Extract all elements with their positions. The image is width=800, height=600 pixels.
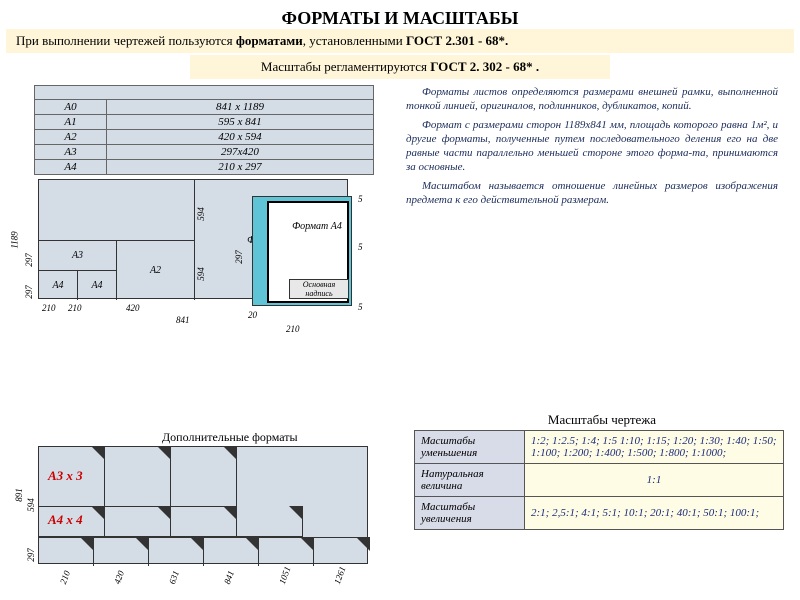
dim-label: 1189 [10,231,20,248]
gost-scales-line: Масштабы регламентируются ГОСТ 2. 302 - … [190,55,610,79]
a4-frame-diagram: Формат А4 Основная надпись 5 5 5 20 210 … [230,192,390,342]
dim-label: 297 [234,250,244,264]
dim-label: 297 [24,285,34,299]
paper-size-table: А0841 х 1189 А1595 х 841 А2420 х 594 А32… [34,85,374,175]
dim-label: 5 [358,242,363,252]
table-cell: Масштабы увеличения [415,497,525,530]
dim-label: 891 [14,488,24,502]
dim-label: 594 [196,207,206,221]
text: , установленными [303,33,406,48]
gost-formats-line: При выполнении чертежей пользуются форма… [6,29,794,53]
table-cell: 2:1; 2,5:1; 4:1; 5:1; 10:1; 20:1; 40:1; … [525,497,784,530]
dim-label: 210 [58,569,72,585]
dim-label: 594 [196,267,206,281]
table-cell: 297х420 [106,145,373,160]
dim-label: 20 [248,310,257,320]
table-cell: Натуральная величина [415,464,525,497]
dim-label: 841 [176,315,190,325]
table-cell: 595 х 841 [106,115,373,130]
dim-label: 5 [358,194,363,204]
title-block: Основная надпись [289,279,349,299]
text: форматами [236,33,303,48]
dim-label: 5 [358,302,363,312]
text: ГОСТ 2.301 - 68*. [406,33,508,48]
description-text: Форматы листов определяются размерами вн… [402,85,782,207]
nest-a4: А4 [39,270,77,300]
table-cell: А1 [35,115,107,130]
table-cell: А4 [35,160,107,175]
dim-label: 210 [68,303,82,313]
nest-a2: А2 [116,240,194,300]
para: Формат с размерами сторон 1189х841 мм, п… [406,118,778,175]
dim-label: 420 [112,569,126,585]
text: Масштабы регламентируются [261,59,430,74]
dim-label: 297 [24,253,34,267]
table-cell: А2 [35,130,107,145]
nest-a3: А3 [39,240,116,270]
additional-formats-label: Дополнительные форматы [162,430,298,445]
text: Масштабом [422,180,481,192]
para: Масштабом называется отношение линейных … [406,179,778,208]
dim-label: 631 [167,569,181,585]
dim-label: 210 [286,324,300,334]
text: ГОСТ 2. 302 - 68* . [430,59,539,74]
table-cell: А0 [35,100,107,115]
nest-a4: А4 [77,270,116,300]
table-cell: 1:1 [525,464,784,497]
page-title: ФОРМАТЫ И МАСШТАБЫ [0,0,800,29]
dim-label: 594 [26,498,36,512]
para: Форматы листов определяются размерами вн… [406,85,778,114]
a3x3-tag: А3 х 3 [48,468,83,484]
dim-label: 1051 [277,565,293,585]
table-cell: А3 [35,145,107,160]
text: При выполнении чертежей пользуются [16,33,236,48]
a4x4-tag: А4 х 4 [48,512,83,528]
additional-formats-diagram: Дополнительные форматы А3 х 3 А4 х 4 891… [12,430,392,590]
dim-label: 420 [126,303,140,313]
dim-label: 841 [222,569,236,585]
scales-table-title: Масштабы чертежа [414,412,790,428]
table-cell: 210 х 297 [106,160,373,175]
table-cell: 841 х 1189 [106,100,373,115]
dim-label: 210 [42,303,56,313]
a4-label: Формат А4 [287,221,347,232]
table-cell: 420 х 594 [106,130,373,145]
table-cell: 1:2; 1:2.5; 1:4; 1:5 1:10; 1:15; 1:20; 1… [525,431,784,464]
scales-table: Масштабы уменьшения 1:2; 1:2.5; 1:4; 1:5… [414,430,784,530]
table-cell: Масштабы уменьшения [415,431,525,464]
dim-label: 1261 [332,565,348,585]
dim-label: 297 [26,548,36,562]
